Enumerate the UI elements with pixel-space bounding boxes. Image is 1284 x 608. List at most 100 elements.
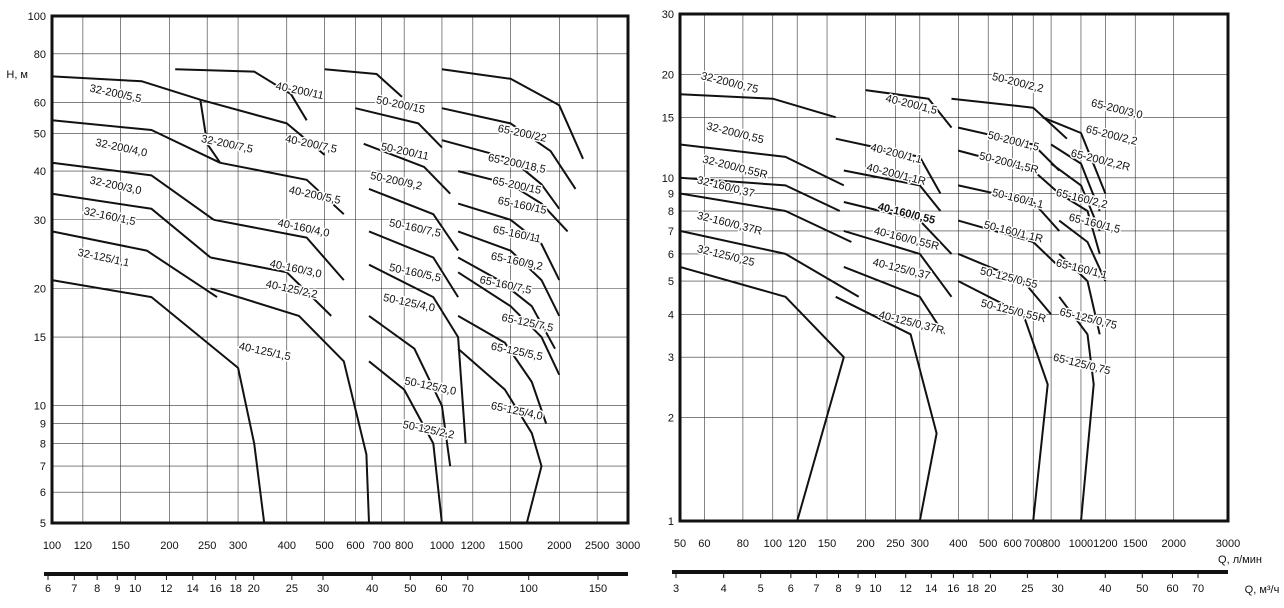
x-tick-label: 1500: [498, 540, 522, 552]
pump-curve-50-125-4-0: [368, 263, 467, 444]
x-tick-label: 120: [788, 538, 806, 550]
curve-label: 50-200/9,2: [369, 170, 423, 193]
secondary-axis-tick-label: 9: [855, 583, 861, 595]
pump-curve-32-200-7-5: [199, 99, 222, 164]
y-tick-label: 7: [40, 461, 46, 473]
curve-label: 32-200/0,75: [700, 70, 760, 96]
y-tick-label: 100: [28, 11, 46, 23]
curve-label: 40-200/1,1R: [865, 162, 927, 188]
secondary-axis-tick-label: 50: [404, 583, 416, 595]
secondary-axis-tick-label: 9: [114, 583, 120, 595]
pump-curve-65-160-1-5: [1058, 219, 1107, 282]
secondary-axis-tick-label: 50: [1136, 583, 1148, 595]
secondary-axis-tick-label: 6: [788, 583, 794, 595]
pump-curve-65-200-18-5: [441, 107, 577, 190]
pump-curve-50-160-5-5: [368, 230, 459, 298]
pump-curve-50-200-2-2: [951, 97, 1068, 140]
curve-label: 50-125/2,2: [401, 419, 455, 442]
x-tick-label: 800: [395, 540, 413, 552]
y-tick-label: 15: [662, 112, 674, 124]
secondary-axis-tick-label: 12: [900, 583, 912, 595]
x-tick-label: 150: [818, 538, 836, 550]
pump-curve-50-160-1-1: [958, 184, 1060, 232]
secondary-axis-tick-label: 20: [984, 583, 996, 595]
pump-curve-65-125-5-5: [457, 315, 548, 424]
y-tick-label: 20: [34, 283, 46, 295]
curve-label: 65-160/11: [492, 224, 542, 246]
pump-curve-40-200-7-5: [200, 98, 326, 156]
pump-curve-65-160-11: [457, 202, 561, 281]
secondary-axis-tick-label: 40: [1099, 583, 1111, 595]
curve-label: 32-160/0,37: [696, 174, 756, 200]
pump-curve-65-125-7-5: [457, 271, 561, 376]
y-tick-label: 8: [40, 438, 46, 450]
curve-label: 50-160/7,5: [388, 217, 442, 240]
y-tick-label: 4: [668, 309, 674, 321]
curve-label: 40-200/7,5: [284, 133, 338, 156]
secondary-axis-tick-label: 40: [366, 583, 378, 595]
secondary-axis-label: Q, м³/ч: [1245, 584, 1280, 596]
pump-curve-65-200-15: [441, 139, 561, 210]
pump-curve-65-125-0-75: [1058, 296, 1095, 522]
curve-label: 65-200/3,0: [1090, 97, 1144, 121]
x-tick-label: 1500: [1123, 538, 1147, 550]
pump-curve-50-200-9-2: [363, 142, 451, 195]
y-tick-label: 15: [34, 332, 46, 344]
curve-label: 50-125/3,0: [403, 375, 457, 398]
curve-label: 40-160/3,0: [269, 258, 323, 281]
pump-curve-65-200-3-0: [1042, 116, 1107, 194]
pump-curve-50-125-0-55R: [957, 280, 1049, 522]
pump-curve-40-125-0-37R: [835, 295, 938, 522]
x-tick-label: 1000: [1069, 538, 1093, 550]
secondary-axis-bar: [672, 570, 1228, 574]
secondary-axis-tick-label: 10: [869, 583, 881, 595]
pump-curve-50-200-1-5: [958, 126, 1060, 172]
secondary-axis-tick-label: 8: [835, 583, 841, 595]
curve-label: 32-125/1,1: [76, 247, 130, 270]
pump-curve-65-160-9-2: [457, 230, 561, 317]
x-tick-label: 800: [1042, 538, 1060, 550]
curve-label: 50-200/15: [375, 94, 426, 116]
y-tick-label: 80: [34, 49, 46, 61]
x-tick-label: 2000: [1161, 538, 1185, 550]
secondary-axis-tick-label: 12: [160, 583, 172, 595]
curve-label: 40-160/0,55: [876, 201, 936, 227]
secondary-axis-tick-label: 6: [45, 583, 51, 595]
curve-label: 40-125/0,37: [871, 257, 931, 283]
x-tick-label: 50: [674, 538, 686, 550]
pump-curve-65-160-15: [457, 170, 569, 233]
y-tick-label: 7: [668, 226, 674, 238]
y-axis-label: H, м: [6, 69, 28, 81]
curve-label: 65-160/1,1: [1055, 257, 1109, 281]
curve-label: 32-125/0,25: [696, 243, 756, 269]
secondary-axis-tick-label: 30: [317, 583, 329, 595]
pump-curve-32-125-0-25: [679, 265, 845, 522]
x-tick-label: 400: [949, 538, 967, 550]
y-tick-label: 30: [662, 9, 674, 21]
curve-label: 32-200/7,5: [200, 133, 254, 156]
x-tick-label: 60: [698, 538, 710, 550]
x-tick-label: 200: [160, 540, 178, 552]
x-tick-label: 3000: [1216, 538, 1240, 550]
curve-label: 65-160/7,5: [479, 274, 533, 297]
pump-curve-32-160-1-5: [51, 192, 212, 259]
pump-curve-40-160-0-55: [843, 201, 953, 255]
pump-curve-40-200-1-1: [835, 137, 942, 194]
secondary-axis-tick-label: 60: [1166, 583, 1178, 595]
curve-label: 65-125/0,75: [1058, 306, 1118, 332]
curve-label: 32-160/1,5: [83, 205, 137, 228]
y-tick-label: 6: [40, 487, 46, 499]
curve-label: 50-125/0,55: [979, 265, 1039, 291]
curve-label: 32-160/0,37R: [696, 210, 764, 238]
pump-curve-65-160-2-2: [1058, 192, 1101, 255]
y-tick-label: 9: [40, 419, 46, 431]
secondary-axis-tick-label: 3: [673, 583, 679, 595]
curve-label: 40-125/1,5: [238, 341, 292, 364]
secondary-axis-tick-label: 7: [71, 583, 77, 595]
secondary-axis-tick-label: 20: [248, 583, 260, 595]
x-tick-label: 500: [315, 540, 333, 552]
pump-curve-32-125-1-1: [51, 230, 218, 298]
x-tick-label: 2000: [547, 540, 571, 552]
curve-label: 65-125/0,75: [1052, 352, 1112, 378]
x-tick-label: 300: [229, 540, 247, 552]
